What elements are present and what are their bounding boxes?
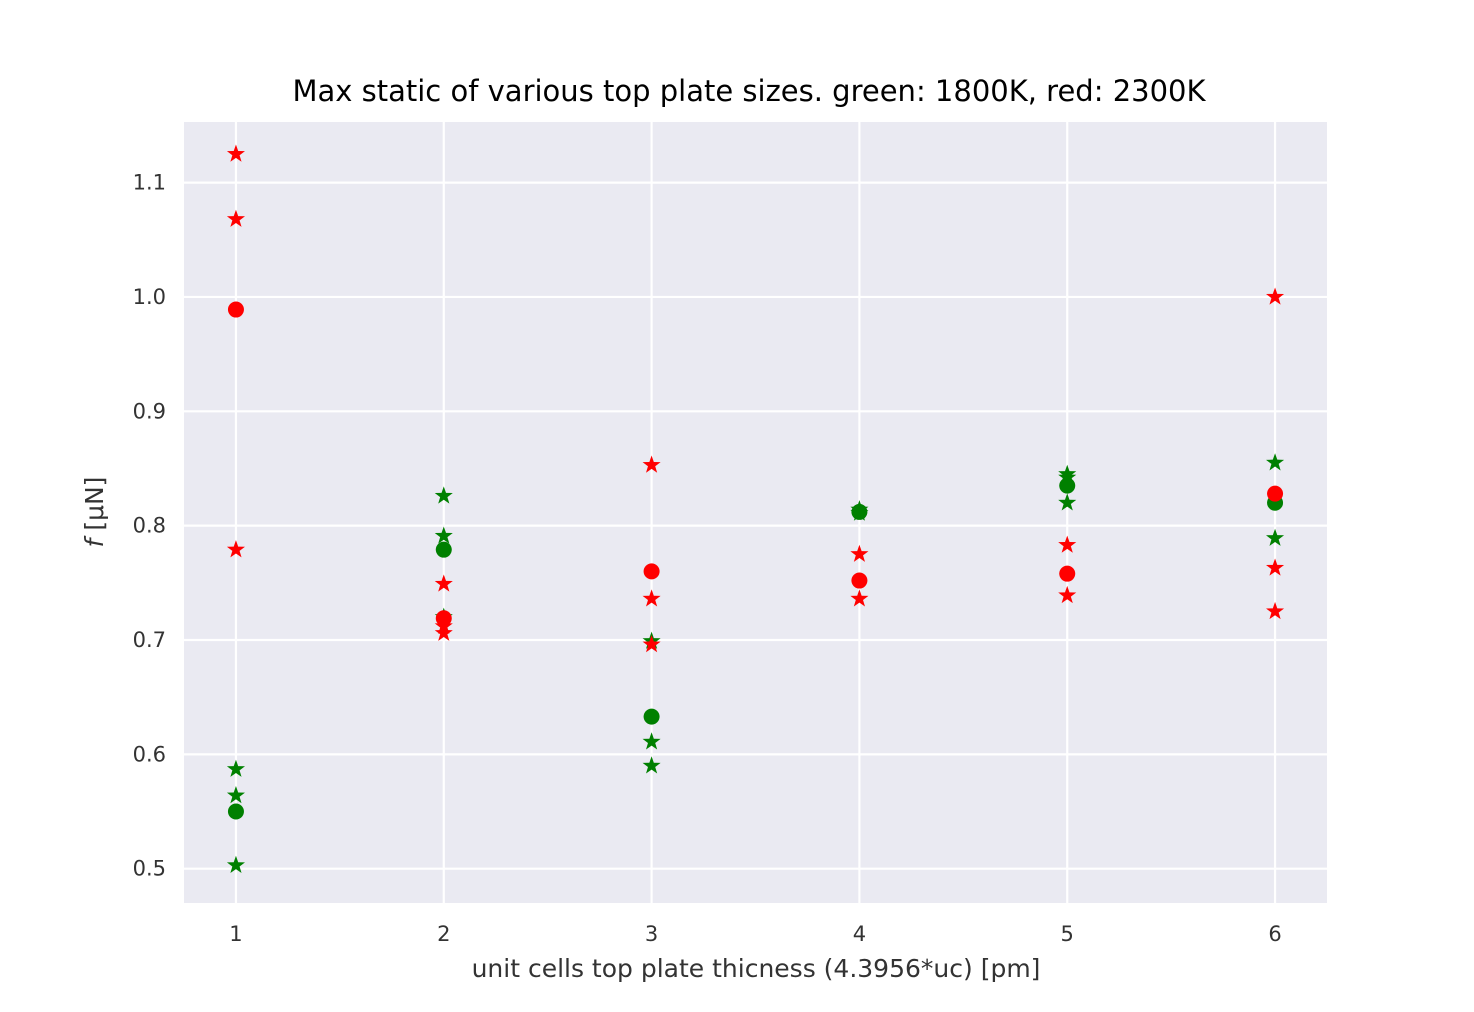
data-point-star	[1266, 453, 1285, 471]
data-point-circle	[1267, 485, 1284, 502]
y-tick-label: 0.9	[133, 399, 166, 423]
x-axis-ticks: 1 2 3 4 5 6	[229, 922, 1281, 946]
y-axis-ticks: 0.5 0.6 0.7 0.8 0.9 1.0 1.1	[133, 171, 166, 881]
data-point-circle	[1059, 477, 1076, 494]
data-point-star	[642, 635, 661, 653]
data-point-star	[642, 589, 661, 607]
data-point-star	[226, 855, 245, 873]
grid-lines	[184, 122, 1327, 903]
data-point-star	[1058, 585, 1077, 604]
data-point-circle	[851, 503, 868, 520]
data-point-star	[226, 209, 245, 227]
data-point-star	[642, 756, 661, 774]
x-axis-label: unit cells top plate thicness (4.3956*uc…	[472, 954, 1041, 983]
data-points	[226, 144, 1285, 873]
data-point-star	[1058, 535, 1077, 553]
data-point-star	[850, 544, 869, 562]
data-point-star	[434, 526, 453, 544]
data-point-star	[226, 786, 245, 804]
data-point-star	[434, 623, 453, 641]
data-point-circle	[227, 803, 244, 820]
data-point-star	[1058, 468, 1077, 486]
y-tick-label: 1.0	[133, 285, 166, 309]
data-point-circle	[643, 563, 660, 580]
x-tick-label: 5	[1061, 922, 1074, 946]
data-point-circle	[227, 301, 244, 318]
data-point-star	[226, 540, 245, 558]
y-axis-label-unit: [μN]	[80, 477, 109, 539]
data-point-star	[434, 574, 453, 592]
data-point-circle	[435, 610, 452, 627]
plot-area	[184, 122, 1327, 903]
x-tick-label: 2	[437, 922, 450, 946]
data-point-star	[1266, 601, 1285, 620]
y-axis-label: f [μN]	[80, 477, 109, 548]
x-tick-label: 3	[645, 922, 658, 946]
chart-title: Max static of various top plate sizes. g…	[292, 74, 1206, 108]
data-point-star	[1266, 287, 1285, 305]
data-point-star	[1058, 493, 1077, 511]
data-point-star	[226, 144, 245, 162]
data-point-star	[642, 732, 661, 750]
data-point-star	[642, 455, 661, 473]
data-point-star	[850, 589, 869, 607]
data-point-star	[226, 759, 245, 777]
data-point-star	[434, 486, 453, 504]
x-tick-label: 6	[1268, 922, 1281, 946]
data-point-star	[1266, 528, 1285, 546]
y-tick-label: 0.8	[133, 514, 166, 538]
data-point-circle	[643, 708, 660, 725]
data-point-circle	[1059, 565, 1076, 582]
data-point-star	[1266, 558, 1285, 576]
x-tick-label: 1	[229, 922, 242, 946]
data-point-circle	[851, 572, 868, 589]
y-tick-label: 0.5	[133, 857, 166, 881]
y-tick-label: 0.7	[133, 628, 166, 652]
y-tick-label: 0.6	[133, 742, 166, 766]
data-point-circle	[435, 541, 452, 558]
y-tick-label: 1.1	[133, 171, 166, 195]
x-tick-label: 4	[853, 922, 866, 946]
